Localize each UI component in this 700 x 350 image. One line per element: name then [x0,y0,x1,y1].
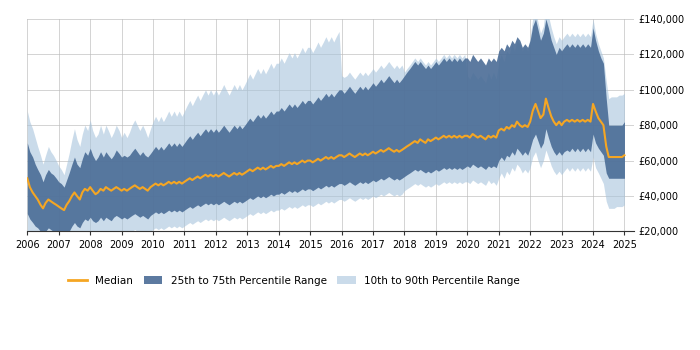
Legend: Median, 25th to 75th Percentile Range, 10th to 90th Percentile Range: Median, 25th to 75th Percentile Range, 1… [64,272,524,290]
